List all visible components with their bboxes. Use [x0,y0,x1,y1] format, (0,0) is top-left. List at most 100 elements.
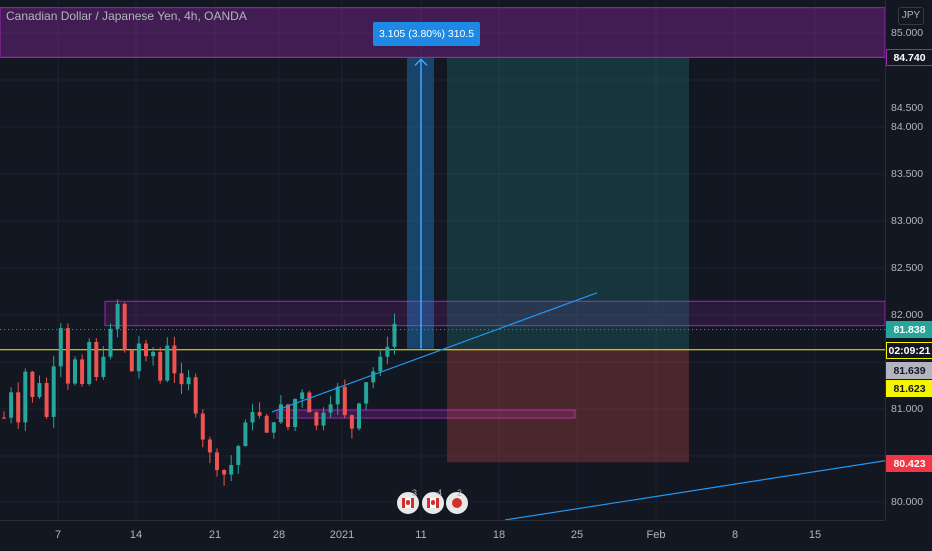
loss-zone [447,348,689,463]
candle [264,415,269,433]
candle [9,392,14,418]
event-count: 2 [457,488,463,498]
canada-flag-icon[interactable] [395,490,421,516]
price-tick: 81.000 [891,403,924,415]
price-label-target: 84.740 [886,49,932,66]
candle [58,328,63,367]
time-tick: 7 [54,529,62,541]
time-tick: Feb [646,529,666,541]
candle [243,422,248,447]
resistance-zone [104,300,885,327]
price-tick: 82.500 [891,262,924,274]
symbol-title[interactable]: Canadian Dollar / Japanese Yen, 4h, OAND… [6,9,247,23]
countdown-label: 02:09:21 [886,342,932,359]
price-tick: 82.000 [891,309,924,321]
measure-label: 3.105 (3.80%) 310.5 [373,22,481,46]
price-tick: 84.500 [891,102,924,114]
candle [30,371,35,398]
time-tick: 14 [129,529,143,541]
trendline [504,460,885,520]
candle [222,470,227,475]
candle [378,356,383,372]
candle [371,371,376,383]
price-label-line: 81.623 [886,380,932,397]
candle [271,422,276,433]
candle [328,404,333,413]
candle [16,392,21,423]
candle [278,404,283,423]
candle [151,351,156,357]
candle [392,323,397,347]
event-count: 3 [412,488,418,498]
canada-flag-icon[interactable] [420,490,446,516]
candle [342,386,347,416]
candle [200,413,205,440]
candle [193,377,198,414]
currency-button[interactable]: JPY [898,7,924,25]
time-tick: 2021 [329,529,355,541]
price-tick: 84.000 [891,121,924,133]
japan-flag-icon[interactable] [444,490,470,516]
candle [23,371,28,423]
candle [144,343,148,357]
candle [293,398,298,428]
candle [300,392,305,399]
candle [172,345,177,374]
time-tick: 28 [272,529,286,541]
price-tick: 80.000 [891,496,924,508]
event-icons[interactable]: 3 4 2 [395,488,475,516]
candle [207,439,212,453]
candle [364,382,369,404]
price-tick: 83.000 [891,215,924,227]
candle [321,412,326,426]
chart-canvas[interactable] [0,0,885,520]
candle [236,446,241,465]
candle [307,392,312,413]
candle [37,383,42,398]
candle [115,303,120,329]
candle [186,377,191,385]
support-zone [276,409,576,419]
candle [73,359,77,384]
candle [80,359,85,384]
candle [215,452,219,471]
candle [129,350,134,372]
candle [87,342,92,384]
candle [335,386,340,405]
price-label-stop: 80.423 [886,455,932,472]
candle [165,345,170,381]
event-count: 4 [437,488,443,498]
candle [385,346,390,357]
chart-area[interactable]: Canadian Dollar / Japanese Yen, 4h, OAND… [0,0,885,520]
trendline [271,292,598,413]
candle [349,415,354,429]
candle [51,366,56,417]
candle [122,303,127,351]
candle [179,373,184,385]
candle [250,412,255,423]
profit-zone [447,57,689,349]
time-tick: 25 [570,529,584,541]
candle [136,343,141,372]
time-tick: 18 [492,529,506,541]
price-axis[interactable]: JPY 85.000 84.500 84.000 83.500 83.000 8… [885,0,932,520]
candle [158,351,163,381]
price-tick: 85.000 [891,27,924,39]
candle [314,412,319,426]
candle [257,412,262,416]
candle [94,342,99,377]
time-tick: 15 [808,529,822,541]
candle [108,328,113,357]
time-tick: 11 [415,529,427,541]
price-tick: 83.500 [891,168,924,180]
price-label-last: 81.838 [886,321,932,338]
time-axis[interactable]: 7 14 21 28 2021 11 18 25 Feb 8 15 [0,520,885,551]
time-tick: 8 [731,529,739,541]
measure-arrow-head [414,58,428,66]
candle [229,464,234,475]
candle [44,383,49,417]
candle [357,403,361,429]
candle [286,404,290,428]
candle [2,417,6,419]
candle [101,356,106,377]
